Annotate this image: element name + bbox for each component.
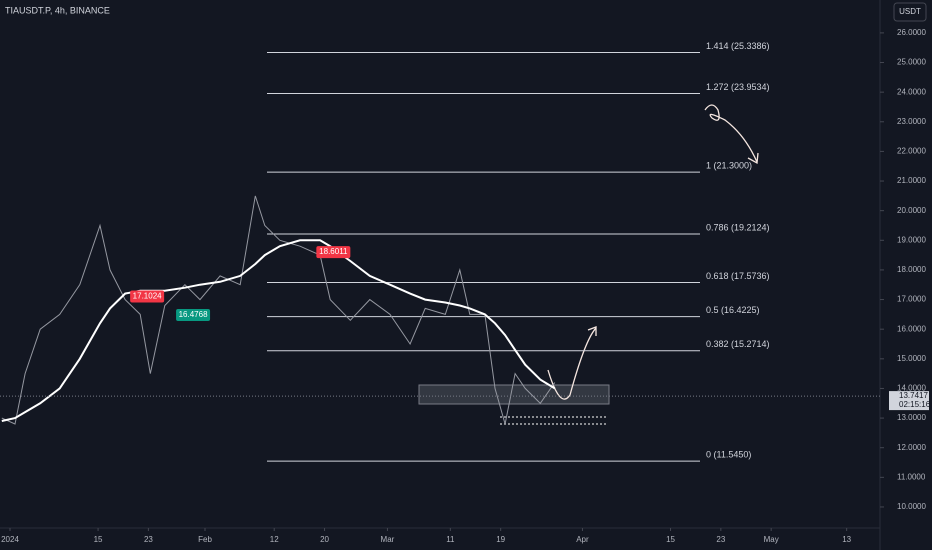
x-tick-label: 11 [446, 535, 455, 544]
y-tick-label: 19.0000 [897, 235, 926, 244]
drawn-arrowhead [587, 326, 597, 336]
currency-button[interactable] [893, 2, 927, 22]
fib-label: 0.5 (16.4225) [706, 305, 760, 315]
drawn-arrow [547, 327, 597, 400]
fib-label: 1.414 (25.3386) [706, 41, 770, 51]
fib-label: 0.618 (17.5736) [706, 271, 770, 281]
currency-label: USDT [899, 7, 921, 16]
y-tick-label: 23.0000 [897, 117, 926, 126]
fib-label: 1.272 (23.9534) [706, 82, 770, 92]
current-price-box [889, 391, 929, 411]
y-tick-label: 17.0000 [897, 295, 926, 304]
y-tick-label: 16.0000 [897, 324, 926, 333]
x-tick-label: 2024 [1, 535, 19, 544]
fib-label: 1 (21.3000) [706, 161, 752, 171]
y-tick-label: 24.0000 [897, 87, 926, 96]
x-tick-label: 20 [320, 535, 329, 544]
x-tick-label: Apr [576, 535, 589, 544]
y-tick-label: 10.0000 [897, 502, 926, 511]
chart-title: TIAUSDT.P, 4h, BINANCE [5, 5, 110, 15]
current-price-label: 13.7417 [899, 391, 928, 400]
moving-average [1, 239, 556, 422]
drawn-arrow [704, 104, 758, 163]
y-tick-label: 11.0000 [897, 472, 926, 481]
x-tick-label: 15 [94, 535, 103, 544]
fib-label: 0 (11.5450) [706, 450, 751, 460]
price-tag-label: 18.6011 [319, 247, 348, 256]
x-tick-label: May [764, 535, 779, 544]
y-tick-label: 15.0000 [897, 354, 926, 363]
x-tick-label: 15 [666, 535, 675, 544]
x-tick-label: 23 [716, 535, 725, 544]
drawn-arrowhead [747, 152, 759, 165]
y-tick-label: 13.0000 [897, 413, 926, 422]
zone-box [418, 384, 610, 405]
y-tick-label: 21.0000 [897, 176, 926, 185]
x-tick-label: 12 [270, 535, 279, 544]
y-tick-label: 20.0000 [897, 206, 926, 215]
y-tick-label: 14.0000 [897, 384, 926, 393]
x-tick-label: 23 [144, 535, 153, 544]
y-tick-label: 18.0000 [897, 265, 926, 274]
price-tag [130, 290, 165, 303]
countdown-label: 02:15:16 [899, 400, 931, 409]
y-tick-label: 12.0000 [897, 443, 926, 452]
price-tag [176, 309, 211, 322]
price-tag-label: 17.1024 [133, 292, 162, 301]
price-tag-label: 16.4768 [179, 310, 208, 319]
price-tag [316, 246, 351, 259]
x-tick-label: Feb [198, 535, 212, 544]
fib-label: 0.786 (19.2124) [706, 222, 770, 232]
x-tick-label: 19 [496, 535, 505, 544]
y-tick-label: 26.0000 [897, 28, 926, 37]
x-tick-label: Mar [381, 535, 395, 544]
y-tick-label: 25.0000 [897, 58, 926, 67]
fib-label: 0.382 (15.2714) [706, 339, 770, 349]
x-tick-label: 13 [842, 535, 851, 544]
y-tick-label: 22.0000 [897, 147, 926, 156]
